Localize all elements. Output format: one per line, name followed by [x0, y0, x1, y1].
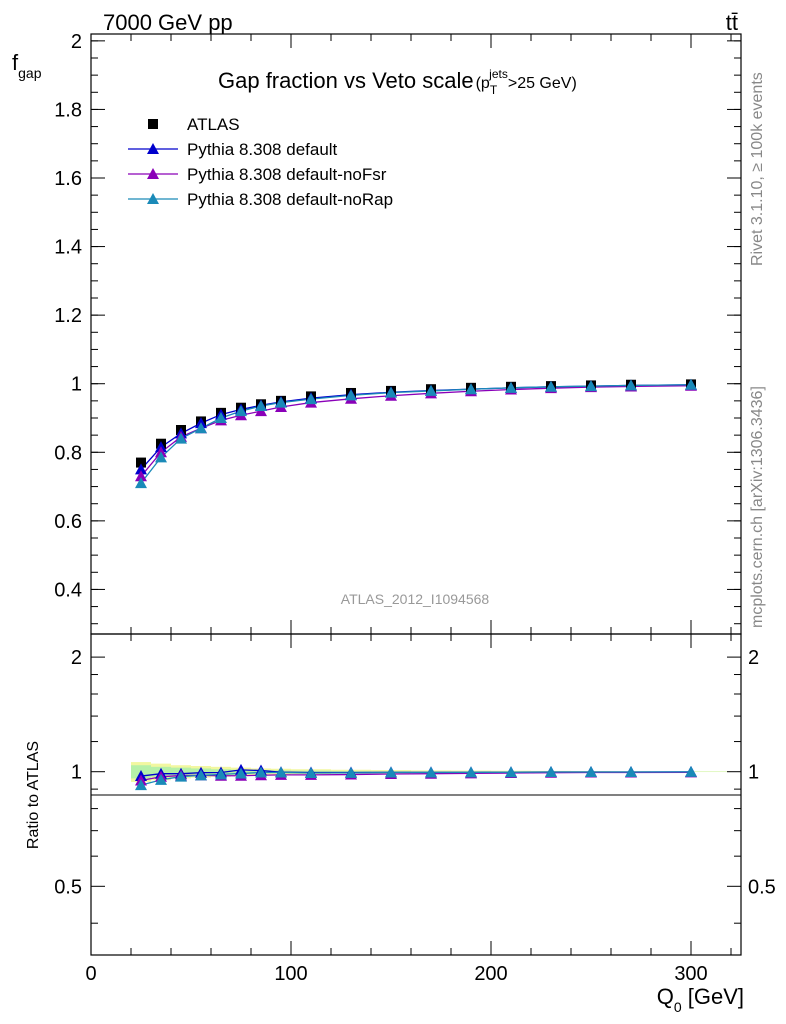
ratio-point-series-2 — [215, 768, 227, 780]
legend-label: Pythia 8.308 default-noRap — [187, 190, 393, 209]
y-axis-label: fgap — [12, 50, 42, 81]
ratio-point-series-2 — [505, 766, 517, 778]
main-panel: 0.4 0.6 0.8 1 1.2 1.4 1.6 1.8 2 Gap fraction vs … — [12, 31, 742, 635]
y-tick-label: 2 — [71, 31, 82, 53]
ratio-point-series-2 — [585, 766, 597, 778]
series-line-1 — [140, 384, 692, 470]
chart-title-main: Gap fraction vs Veto scale — [218, 68, 474, 93]
legend: ATLAS Pythia 8.308 default Pythia 8.308 de… — [128, 115, 393, 209]
mc-point-series-3 — [215, 412, 227, 423]
ratio-y-tick-label-right: 0.5 — [748, 876, 776, 898]
ratio-y-tick-label-left: 0.5 — [54, 876, 82, 898]
ratio-y-tick-label-right: 1 — [748, 762, 759, 784]
mc-point-series-3 — [505, 381, 517, 393]
mc-point-series-3 — [585, 380, 597, 392]
mc-point-series-3 — [625, 379, 637, 391]
ratio-point-series-2 — [625, 766, 637, 778]
ratio-panel: 0.5 0.5 1 1 2 2 0 100 200 300 Ratio to ATLAS — [25, 633, 776, 985]
y-tick-label: 1.2 — [54, 305, 82, 327]
legend-marker-atlas — [148, 119, 158, 129]
series-line-2 — [140, 385, 692, 477]
x-axis-label-main: Q — [657, 984, 674, 1009]
ratio-point-series-2 — [385, 766, 397, 778]
mc-point-series-3 — [385, 386, 397, 398]
ratio-point-series-2 — [175, 770, 187, 782]
mc-point-series-3 — [195, 422, 207, 434]
legend-label: Pythia 8.308 default — [187, 140, 338, 159]
mc-point-series-3 — [305, 393, 317, 405]
x-axis-label-tail: [GeV] — [682, 984, 744, 1009]
chart-title-sup: jets — [488, 67, 508, 81]
ratio-point-series-2 — [345, 766, 357, 778]
y-tick-label: 0.6 — [54, 511, 82, 533]
ratio-point-series-2 — [135, 779, 147, 791]
mc-point-series-3 — [685, 378, 697, 390]
mc-point-series-3 — [255, 400, 267, 411]
ratio-point-series-2 — [275, 766, 287, 778]
mc-point-series-3 — [425, 384, 437, 396]
ratio-point-series-2 — [155, 773, 167, 785]
mc-point-series-3 — [345, 389, 357, 401]
mc-point-series-3 — [465, 383, 477, 395]
chart-title-sub: T — [490, 83, 498, 97]
y-tick-label: 1.4 — [54, 237, 82, 259]
y-tick-label: 0.8 — [54, 442, 82, 464]
legend-marker-2 — [147, 168, 159, 179]
mc-point-series-3 — [175, 432, 187, 444]
y-axis-label-main: f — [12, 50, 19, 75]
chart-title-prefix: (p — [476, 75, 490, 92]
ratio-y-tick-label-left: 2 — [71, 647, 82, 669]
process-label: tt̄ — [726, 10, 738, 35]
mc-point-series-3 — [545, 380, 557, 392]
mc-point-series-1 — [135, 463, 147, 475]
x-axis-label-sub: 0 — [674, 999, 682, 1015]
ratio-y-tick-label-right: 2 — [748, 647, 759, 669]
ratio-ticks: 0.5 0.5 1 1 2 2 0 100 200 300 — [54, 634, 776, 985]
x-tick-label: 200 — [474, 963, 507, 985]
ratio-y-axis-label: Ratio to ATLAS — [25, 741, 42, 849]
chart-title-tail: >25 GeV) — [508, 75, 577, 92]
chart-title: Gap fraction vs Veto scale (pTjets>25 GeV… — [218, 67, 577, 97]
ratio-series — [135, 763, 697, 791]
rivet-version-label: Rivet 3.1.10, ≥ 100k events — [749, 72, 766, 266]
ratio-point-series-2 — [305, 767, 317, 779]
analysis-watermark: ATLAS_2012_I1094568 — [341, 591, 490, 607]
mc-point-series-2 — [135, 470, 147, 482]
ratio-point-series-2 — [465, 766, 477, 778]
ratio-point-series-2 — [235, 767, 247, 779]
y-axis-label-sub: gap — [18, 65, 42, 81]
ratio-point-series-2 — [255, 766, 267, 778]
main-series — [135, 378, 697, 489]
legend-marker-1 — [147, 143, 159, 154]
series-line-3 — [140, 384, 692, 484]
mc-point-series-3 — [155, 451, 167, 463]
y-tick-label: 1.6 — [54, 168, 82, 190]
y-tick-label: 1.8 — [54, 99, 82, 121]
x-tick-label: 100 — [274, 963, 307, 985]
ratio-point-series-2 — [425, 766, 437, 778]
ratio-point-series-2 — [545, 766, 557, 778]
ratio-point-series-2 — [195, 769, 207, 781]
ratio-point-series-2 — [685, 765, 697, 777]
x-axis-label: Q0 [GeV] — [657, 984, 744, 1015]
x-tick-label: 300 — [674, 963, 707, 985]
y-tick-label: 0.4 — [54, 579, 82, 601]
y-tick-label: 1 — [71, 374, 82, 396]
ratio-y-tick-label-left: 1 — [71, 762, 82, 784]
atlas-data-point — [136, 457, 146, 468]
beam-label: 7000 GeV pp — [103, 10, 233, 35]
mcplots-label: mcplots.cern.ch [arXiv:1306.3436] — [749, 386, 766, 628]
mc-point-series-3 — [235, 405, 247, 417]
main-ticks: 0.4 0.6 0.8 1 1.2 1.4 1.6 1.8 2 — [54, 31, 741, 634]
legend-marker-3 — [147, 193, 159, 204]
legend-label: Pythia 8.308 default-noFsr — [187, 165, 387, 184]
mc-point-series-3 — [135, 477, 147, 489]
legend-label: ATLAS — [187, 115, 240, 134]
x-tick-label: 0 — [85, 963, 96, 985]
mc-point-series-3 — [275, 396, 287, 408]
